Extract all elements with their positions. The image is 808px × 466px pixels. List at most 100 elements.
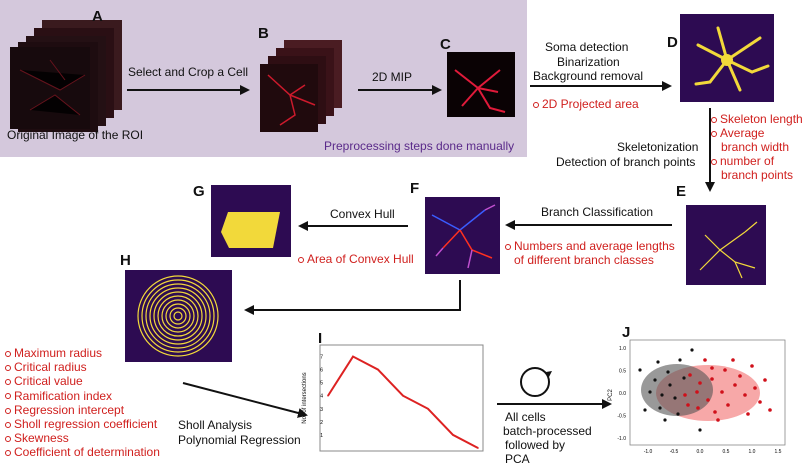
pca-point-red xyxy=(710,377,714,381)
pca-point-red xyxy=(683,393,687,397)
pca-point-black xyxy=(643,408,647,412)
convex-hull-shape xyxy=(221,212,280,248)
pca-ellipse-black xyxy=(641,364,713,416)
batch-label-3: followed by xyxy=(505,438,566,452)
sholl-point xyxy=(427,408,429,410)
pca-ytick-label: 0.5 xyxy=(619,369,626,375)
bullet-icon xyxy=(5,393,11,400)
pca-point-black xyxy=(668,383,672,387)
branch-points-label: Detection of branch points xyxy=(556,155,696,169)
bullet-icon xyxy=(533,101,539,108)
sholl-chart-frame xyxy=(319,344,484,452)
soma-mark xyxy=(721,54,733,66)
diagram-canvas: 1 2 3 4 5 6 7 No. of intersections PC2 1.0 0.5 0… xyxy=(19,26,786,455)
sholl-ylabel: No. of intersections xyxy=(302,372,308,423)
feature-branch-width: branch width xyxy=(721,140,790,154)
projected-area-text: 2D Projected area xyxy=(542,97,639,111)
pca-xtick-label: 0.0 xyxy=(697,449,704,455)
pca-point-red xyxy=(733,383,737,387)
pca-point-black xyxy=(638,368,642,372)
pca-xtick-label: 1.0 xyxy=(749,449,756,455)
pca-point-red xyxy=(750,364,754,368)
bullet-icon xyxy=(711,130,717,137)
original-image-texture xyxy=(19,59,86,116)
sholl-analysis-label: Sholl Analysis xyxy=(178,418,253,432)
bullet-icon xyxy=(5,365,11,372)
polynomial-regression-label: Polynomial Regression xyxy=(178,433,301,447)
label-c: C xyxy=(440,36,451,53)
feature-sholl-regression: Sholl regression coefficient xyxy=(5,417,160,431)
feature-branch-numbers: Numbers and average lengths xyxy=(505,239,675,253)
pca-xtick-label: 1.5 xyxy=(775,449,782,455)
pca-xtick-label: -0.5 xyxy=(670,449,679,455)
classified-branches xyxy=(431,204,496,269)
sholl-point xyxy=(377,368,379,371)
pca-point-red xyxy=(710,366,714,370)
pca-point-red xyxy=(758,400,762,404)
sholl-rings xyxy=(137,275,219,357)
mip-cell xyxy=(454,69,506,113)
pca-xtick-label: -1.0 xyxy=(644,449,653,455)
binarization-label: Binarization xyxy=(557,55,620,69)
pca-point-red xyxy=(768,408,772,412)
arrow-h-to-i xyxy=(182,382,308,418)
sholl-point xyxy=(477,447,479,449)
convex-area-text: Area of Convex Hull xyxy=(307,252,414,266)
pca-point-red xyxy=(743,393,747,397)
sholl-ytick-label: 7 xyxy=(320,355,323,361)
branch-class-features: Numbers and average lengths of different… xyxy=(505,239,675,267)
convex-hull-label: Convex Hull xyxy=(330,207,395,221)
background-removal-label: Background removal xyxy=(533,69,644,83)
pca-point-red xyxy=(698,381,702,385)
cropped-cell-texture xyxy=(267,74,316,126)
sholl-yticks: 1 2 3 4 5 6 7 xyxy=(320,355,323,439)
pca-point-black xyxy=(663,418,667,422)
pca-plot: PC2 1.00.50.0-0.5-1.0 -1.0 -0.5 0.0 0.5 1.0 1… xyxy=(608,339,786,455)
bullet-icon xyxy=(5,350,11,357)
pca-point-red xyxy=(703,358,707,362)
bullet-icon xyxy=(5,421,11,428)
pca-point-red xyxy=(706,398,710,402)
pca-ytick-label: 0.0 xyxy=(619,391,626,397)
pca-point-red xyxy=(688,373,692,377)
sholl-ytick-label: 3 xyxy=(320,407,323,413)
pca-point-red xyxy=(713,410,717,414)
sholl-point xyxy=(452,434,454,436)
label-i: I xyxy=(318,330,323,347)
label-g: G xyxy=(193,183,205,200)
pca-point-black xyxy=(676,412,680,416)
skeletonization-label: Skeletonization xyxy=(617,140,699,154)
pca-point-black xyxy=(678,358,682,362)
sholl-ytick-label: 1 xyxy=(320,433,323,439)
bullet-icon xyxy=(711,116,717,123)
feature-critical-radius: Critical radius xyxy=(5,360,160,374)
pca-point-red xyxy=(763,378,767,382)
pca-ytick-label: -1.0 xyxy=(617,436,626,442)
label-d: D xyxy=(667,34,678,51)
label-e: E xyxy=(676,183,687,200)
pca-point-black xyxy=(666,370,670,374)
pca-xtick-label: 0.5 xyxy=(723,449,730,455)
bullet-icon xyxy=(5,407,11,414)
sholl-chart: 1 2 3 4 5 6 7 No. of intersections xyxy=(302,344,484,452)
sholl-point xyxy=(402,394,404,397)
soma-detection-label: Soma detection xyxy=(545,40,629,54)
pca-point-red xyxy=(686,403,690,407)
pca-ytick-label: -0.5 xyxy=(617,414,626,420)
pca-point-red xyxy=(696,406,700,410)
pca-point-red xyxy=(726,403,730,407)
pca-point-red xyxy=(738,374,742,378)
arrow-f-to-h xyxy=(244,280,461,315)
feature-average: Average xyxy=(711,126,803,140)
pca-point-black xyxy=(698,428,702,432)
skeleton-lines xyxy=(699,221,758,279)
pca-point-red xyxy=(753,386,757,390)
label-j: J xyxy=(622,324,631,341)
pca-point-black xyxy=(682,376,686,380)
feature-number-of: number of xyxy=(711,154,803,168)
feature-branch-points: branch points xyxy=(721,168,794,182)
pca-point-black xyxy=(658,406,662,410)
label-a: A xyxy=(92,8,103,25)
pca-ytick-label: 1.0 xyxy=(619,346,626,352)
bullet-icon xyxy=(298,256,304,263)
